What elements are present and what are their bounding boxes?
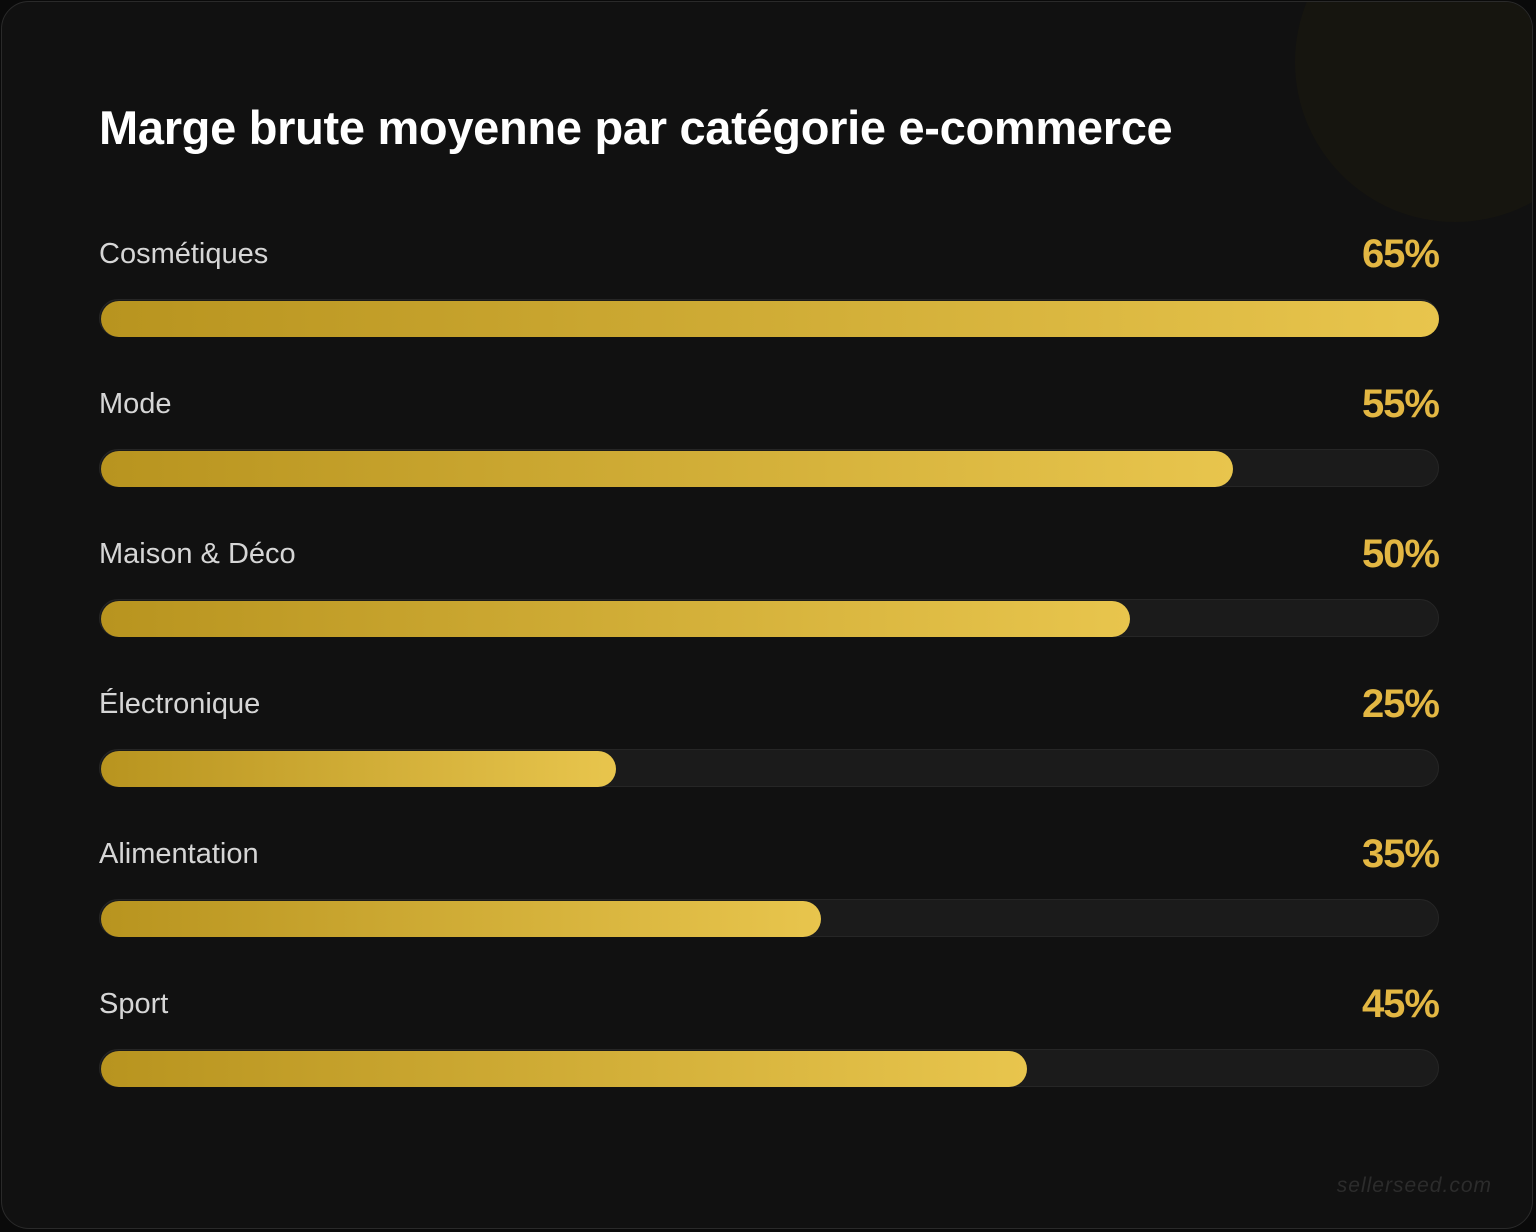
bar (101, 601, 1131, 637)
bar-row: Sport 45% (99, 982, 1440, 1092)
bar (101, 301, 1439, 337)
value-label: 35% (1361, 832, 1440, 876)
bar-row: Mode 55% (99, 382, 1440, 492)
bar (101, 451, 1234, 487)
chart-title: Marge brute moyenne par catégorie e-comm… (99, 101, 1173, 154)
bar-track (99, 1049, 1439, 1087)
bar-row: Électronique 25% (99, 682, 1440, 792)
category-label: Alimentation (99, 838, 259, 870)
bar (101, 901, 822, 937)
category-label: Maison & Déco (99, 538, 296, 570)
category-label: Sport (99, 988, 169, 1020)
bar-track (99, 749, 1439, 787)
watermark: sellerseed.com (1336, 1174, 1492, 1197)
bar-track (99, 899, 1439, 937)
category-label: Mode (99, 388, 172, 420)
category-label: Cosmétiques (99, 238, 269, 270)
bar-row: Maison & Déco 50% (99, 532, 1440, 642)
value-label: 50% (1361, 532, 1440, 576)
value-label: 65% (1361, 232, 1440, 276)
bar (101, 751, 616, 787)
bar-row: Alimentation 35% (99, 832, 1440, 942)
bar (101, 1051, 1028, 1087)
decorative-circle (1295, 2, 1532, 222)
bar-track (99, 299, 1439, 337)
bar-row: Cosmétiques 65% (99, 232, 1440, 342)
category-label: Électronique (99, 688, 261, 720)
value-label: 25% (1361, 682, 1440, 726)
bar-track (99, 599, 1439, 637)
value-label: 45% (1361, 982, 1440, 1026)
bar-track (99, 449, 1439, 487)
value-label: 55% (1361, 382, 1440, 426)
